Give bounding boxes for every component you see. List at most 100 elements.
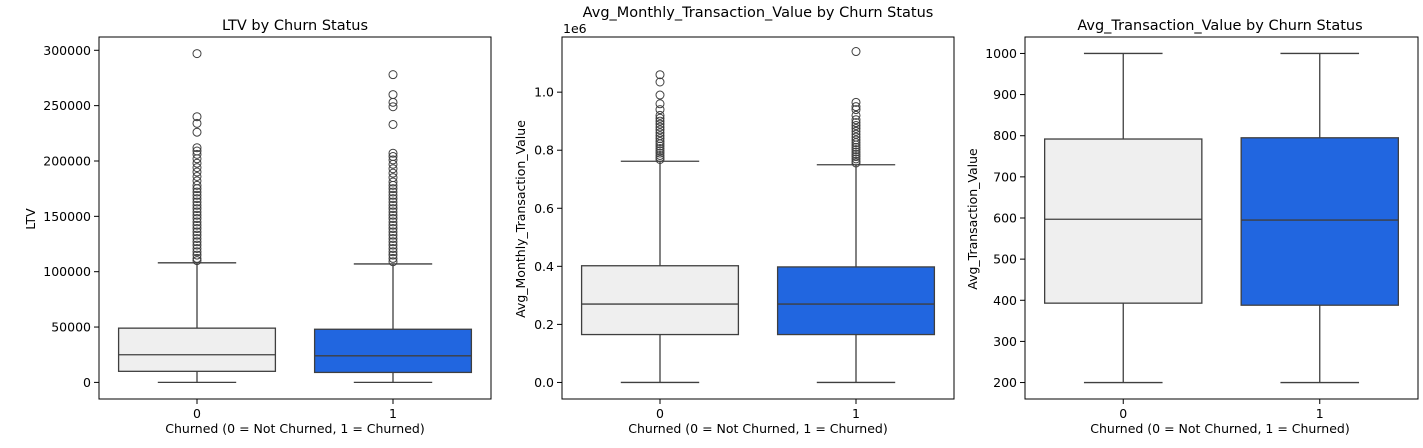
y-tick-label: 900 [993,87,1017,102]
outlier-point [388,190,398,200]
x-axis-label: Churned (0 = Not Churned, 1 = Churned) [1090,421,1349,436]
outlier-point [851,105,861,115]
outlier-point [851,121,861,131]
outlier-point [192,194,202,204]
outlier-point [655,137,665,147]
outlier-point [192,167,202,177]
outlier-point [851,110,861,120]
outlier-point [388,250,398,260]
y-tick-label: 0.8 [534,143,554,158]
outlier-point [655,131,665,141]
outlier-point [388,197,398,207]
outlier-point [655,128,665,138]
outlier-point [655,122,665,132]
y-tick-label: 0.2 [534,317,554,332]
outlier-point [192,112,202,122]
outlier-point [655,116,665,126]
outlier-point [851,154,861,164]
outlier-point [655,143,665,153]
box-iqr [1044,138,1203,304]
outlier-point [388,187,398,197]
y-tick-label: 800 [993,128,1017,143]
outlier-point [388,184,398,194]
box-iqr [117,327,277,372]
outlier-point [851,126,861,136]
outlier-point [192,180,202,190]
plot-area: 0 50000 100000 150000 200000 250000 300000 0 1 [43,36,492,421]
outlier-point [388,227,398,237]
y-tick-label: 200000 [43,153,91,168]
outlier-point [192,240,202,250]
outlier-point [388,168,398,178]
outlier-point [192,210,202,220]
chart-title: Avg_Monthly_Transaction_Value by Churn S… [583,5,934,21]
outlier-point [192,204,202,214]
outlier-point [192,230,202,240]
outlier-point [192,158,202,168]
outlier-point [388,177,398,187]
outlier-point [192,146,202,156]
outlier-point [192,200,202,210]
outlier-point [192,214,202,224]
outlier-point [851,102,861,112]
outlier-point [655,113,665,123]
outlier-point [388,214,398,224]
y-tick-label: 0 [83,375,91,390]
x-tick-label: 1 [389,406,397,421]
outlier-point [388,70,398,80]
outlier-point [388,233,398,243]
outlier-point [192,227,202,237]
outlier-point [851,142,861,152]
outlier-point [388,224,398,234]
outlier-point [192,149,202,159]
outlier-point [388,220,398,230]
outlier-point [851,152,861,162]
outlier-point [655,150,665,160]
x-tick-label: 0 [1119,406,1127,421]
subplot-avg-transaction: Avg_Transaction_Value by Churn Status Av… [965,18,1419,436]
outlier-point [851,97,861,107]
outlier-point [851,132,861,142]
y-tick-label: 0.0 [534,375,554,390]
outlier-point [388,240,398,250]
outlier-point [192,190,202,200]
outlier-point [388,217,398,227]
outlier-point [851,145,861,155]
x-tick-label: 0 [656,406,664,421]
outlier-point [851,156,861,166]
chart-title: Avg_Transaction_Value by Churn Status [1077,18,1362,34]
subplot-ltv: LTV by Churn Status LTV Churned (0 = Not… [23,18,492,436]
outlier-point [851,147,861,157]
outlier-point [192,127,202,137]
outlier-point [851,118,861,128]
outlier-point [388,102,398,112]
outlier-point [192,247,202,257]
y-tick-label: 1.0 [534,85,554,100]
outlier-point [388,152,398,162]
outlier-point [388,119,398,129]
x-tick-label: 0 [193,406,201,421]
outlier-point [655,110,665,120]
outlier-point [192,197,202,207]
outlier-point [388,173,398,183]
plot-area: 0.0 0.2 0.4 0.6 0.8 1.0 0 1 [534,36,955,421]
y-tick-label: 400 [993,293,1017,308]
x-axis-label: Churned (0 = Not Churned, 1 = Churned) [165,421,424,436]
outlier-point [388,200,398,210]
box-iqr [313,328,473,374]
y-offset-label: 1e6 [563,21,587,36]
outlier-point [388,257,398,267]
plot-frame [98,36,492,400]
outlier-point [388,90,398,100]
y-tick-label: 150000 [43,209,91,224]
y-tick-label: 700 [993,169,1017,184]
outlier-point [388,204,398,214]
y-tick-label: 1000 [985,46,1017,61]
outlier-point [388,237,398,247]
y-axis-label: Avg_Monthly_Transaction_Value [513,120,528,318]
outlier-point [851,47,861,57]
plot-frame [561,36,955,400]
outlier-point [192,49,202,59]
outlier-point [192,233,202,243]
